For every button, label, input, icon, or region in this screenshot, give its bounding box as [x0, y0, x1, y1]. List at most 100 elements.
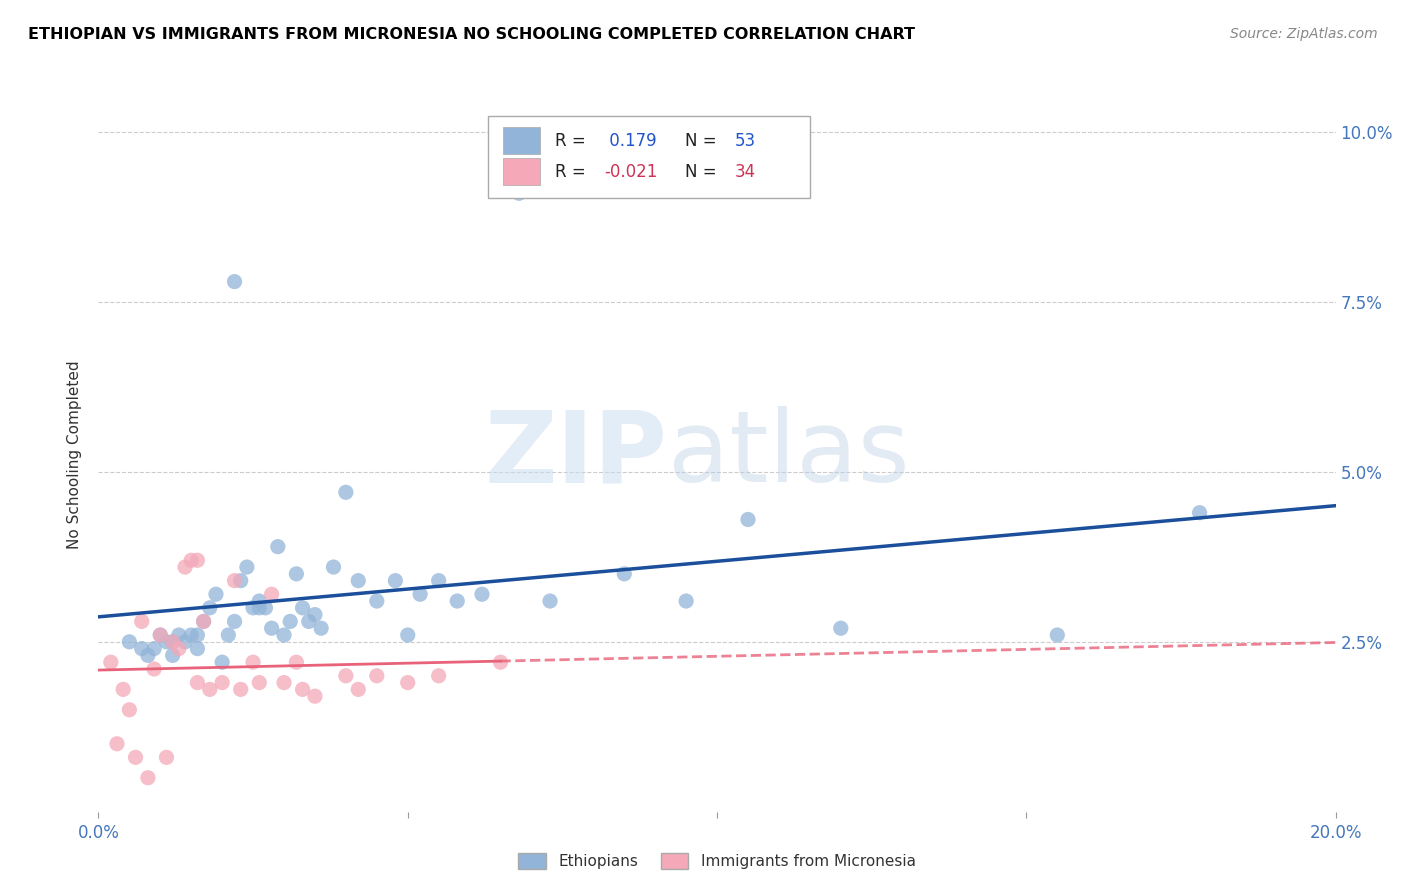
Point	[131, 641, 153, 656]
Point	[446, 594, 468, 608]
Point	[118, 703, 141, 717]
FancyBboxPatch shape	[503, 158, 540, 186]
Point	[304, 689, 326, 703]
Text: R =: R =	[555, 162, 591, 180]
Point	[149, 628, 172, 642]
Point	[229, 574, 252, 588]
Point	[366, 594, 388, 608]
Text: -0.021: -0.021	[605, 162, 658, 180]
FancyBboxPatch shape	[503, 128, 540, 154]
Point	[136, 771, 159, 785]
Point	[242, 655, 264, 669]
Point	[229, 682, 252, 697]
Text: R =: R =	[555, 132, 591, 150]
Point	[291, 600, 314, 615]
Text: atlas: atlas	[668, 407, 910, 503]
Point	[224, 275, 246, 289]
Point	[236, 560, 259, 574]
Text: N =: N =	[685, 162, 721, 180]
Point	[1188, 506, 1211, 520]
Point	[285, 655, 308, 669]
FancyBboxPatch shape	[488, 116, 810, 198]
Point	[322, 560, 344, 574]
Point	[186, 675, 208, 690]
Text: 34: 34	[734, 162, 755, 180]
Point	[198, 682, 221, 697]
Point	[167, 628, 190, 642]
Legend: Ethiopians, Immigrants from Micronesia: Ethiopians, Immigrants from Micronesia	[512, 847, 922, 875]
Point	[193, 615, 215, 629]
Point	[309, 621, 332, 635]
Point	[260, 621, 283, 635]
Point	[335, 669, 357, 683]
Point	[260, 587, 283, 601]
Text: 53: 53	[734, 132, 755, 150]
Point	[174, 560, 197, 574]
Point	[180, 628, 202, 642]
Point	[186, 641, 208, 656]
Text: ZIP: ZIP	[485, 407, 668, 503]
Point	[162, 635, 184, 649]
Point	[830, 621, 852, 635]
Point	[273, 675, 295, 690]
Point	[247, 600, 270, 615]
Text: 0.179: 0.179	[605, 132, 657, 150]
Point	[174, 635, 197, 649]
Point	[186, 553, 208, 567]
Point	[1046, 628, 1069, 642]
Point	[162, 648, 184, 663]
Point	[267, 540, 290, 554]
Point	[198, 600, 221, 615]
Point	[396, 628, 419, 642]
Point	[224, 574, 246, 588]
Y-axis label: No Schooling Completed: No Schooling Completed	[67, 360, 83, 549]
Point	[347, 682, 370, 697]
Point	[396, 675, 419, 690]
Point	[737, 512, 759, 526]
Point	[242, 600, 264, 615]
Point	[162, 635, 184, 649]
Text: N =: N =	[685, 132, 721, 150]
Point	[304, 607, 326, 622]
Point	[186, 628, 208, 642]
Point	[211, 675, 233, 690]
Point	[384, 574, 406, 588]
Point	[285, 566, 308, 581]
Point	[291, 682, 314, 697]
Point	[100, 655, 122, 669]
Point	[347, 574, 370, 588]
Point	[124, 750, 146, 764]
Point	[278, 615, 301, 629]
Point	[538, 594, 561, 608]
Point	[211, 655, 233, 669]
Point	[489, 655, 512, 669]
Point	[143, 641, 166, 656]
Point	[217, 628, 239, 642]
Point	[193, 615, 215, 629]
Point	[112, 682, 135, 697]
Point	[247, 594, 270, 608]
Point	[143, 662, 166, 676]
Text: Source: ZipAtlas.com: Source: ZipAtlas.com	[1230, 27, 1378, 41]
Point	[247, 675, 270, 690]
Point	[427, 669, 450, 683]
Point	[335, 485, 357, 500]
Point	[167, 641, 190, 656]
Point	[136, 648, 159, 663]
Point	[155, 750, 177, 764]
Text: ETHIOPIAN VS IMMIGRANTS FROM MICRONESIA NO SCHOOLING COMPLETED CORRELATION CHART: ETHIOPIAN VS IMMIGRANTS FROM MICRONESIA …	[28, 27, 915, 42]
Point	[508, 186, 530, 201]
Point	[366, 669, 388, 683]
Point	[675, 594, 697, 608]
Point	[273, 628, 295, 642]
Point	[224, 615, 246, 629]
Point	[254, 600, 277, 615]
Point	[409, 587, 432, 601]
Point	[155, 635, 177, 649]
Point	[298, 615, 321, 629]
Point	[180, 553, 202, 567]
Point	[613, 566, 636, 581]
Point	[118, 635, 141, 649]
Point	[471, 587, 494, 601]
Point	[427, 574, 450, 588]
